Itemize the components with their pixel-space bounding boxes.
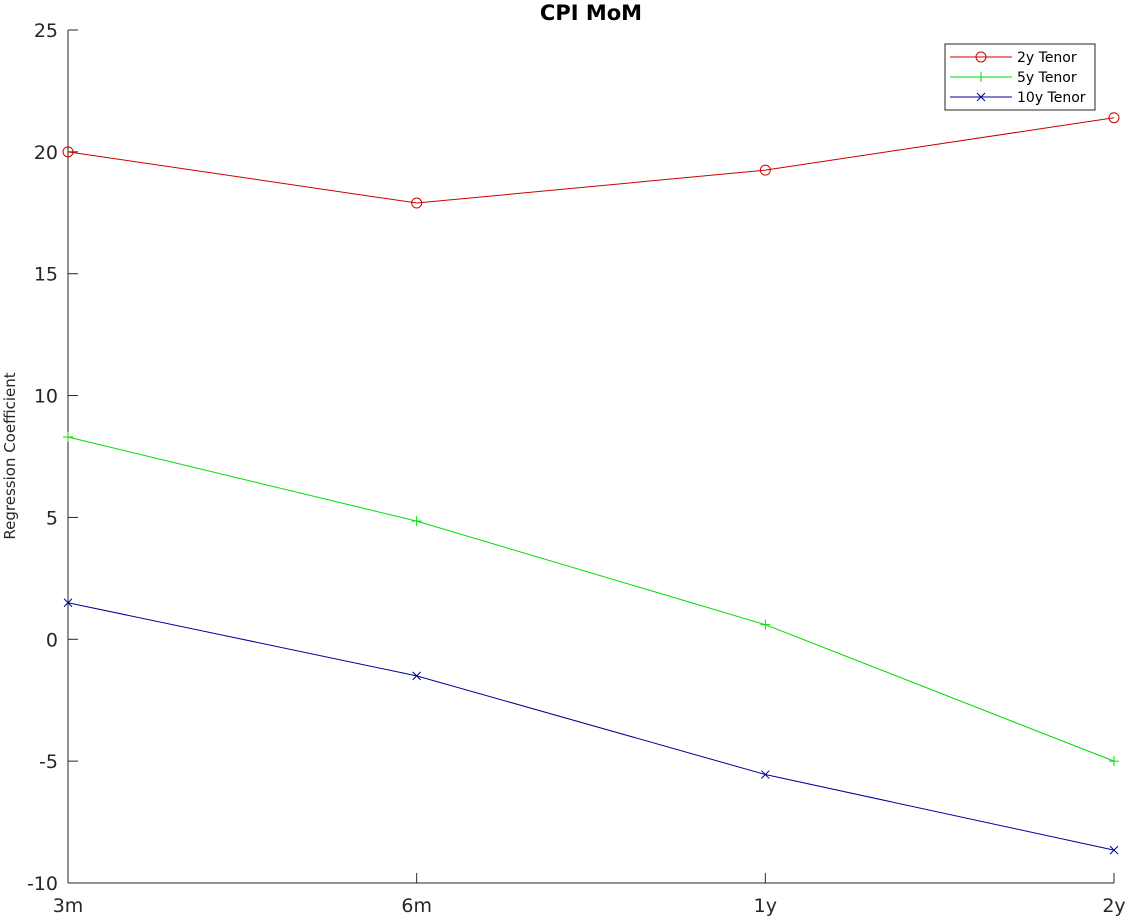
axes: -10 -5 0 5 10 15 20 25 3m 6m 1y 2y bbox=[27, 20, 1126, 917]
x-tick-label: 3m bbox=[53, 895, 84, 917]
series-line-1 bbox=[67, 436, 1115, 762]
data-point-2-2-b bbox=[760, 770, 770, 779]
series-layer bbox=[62, 112, 1120, 855]
series-1 bbox=[63, 432, 1119, 767]
legend: 2y Tenor 5y Tenor 10y Tenor bbox=[944, 43, 1096, 111]
legend-item-2: 10y Tenor bbox=[950, 90, 1086, 106]
chart-title: CPI MoM bbox=[540, 1, 642, 25]
legend-label-2: 10y Tenor bbox=[1017, 90, 1086, 106]
legend-marker-0 bbox=[975, 51, 987, 63]
y-tick-label: 25 bbox=[34, 20, 58, 42]
data-point-2-2 bbox=[760, 770, 770, 779]
legend-label-0: 2y Tenor bbox=[1017, 50, 1077, 66]
y-tick-label: 10 bbox=[34, 386, 58, 408]
data-point-2-3 bbox=[1109, 845, 1119, 855]
data-point-0-3 bbox=[1108, 112, 1120, 124]
legend-box bbox=[944, 43, 1096, 111]
data-point-2-1 bbox=[412, 671, 422, 681]
series-2 bbox=[63, 598, 1119, 855]
data-point-2-3-b bbox=[1109, 845, 1119, 855]
data-point-2-1-b bbox=[412, 671, 422, 681]
x-tick-label: 2y bbox=[1102, 895, 1125, 917]
data-point-0-1 bbox=[411, 197, 423, 209]
data-point-1-2 bbox=[760, 619, 771, 630]
y-tick-label: 0 bbox=[46, 629, 58, 651]
legend-item-0: 2y Tenor bbox=[950, 50, 1077, 66]
y-tick-label: -5 bbox=[39, 751, 58, 773]
legend-marker-2 bbox=[976, 92, 986, 102]
y-tick-label: -10 bbox=[27, 873, 58, 895]
x-tick-label: 6m bbox=[401, 895, 432, 917]
series-line-2 bbox=[67, 602, 1115, 851]
y-tick-label: 5 bbox=[46, 507, 58, 529]
legend-marker-1 bbox=[976, 72, 986, 82]
y-axis-label: Regression Coefficient bbox=[1, 372, 19, 539]
legend-label-1: 5y Tenor bbox=[1017, 70, 1077, 86]
y-tick-label: 15 bbox=[34, 264, 58, 286]
series-line-0 bbox=[67, 117, 1115, 204]
data-point-0-0 bbox=[62, 146, 74, 158]
data-point-1-1 bbox=[411, 516, 422, 527]
data-point-2-0 bbox=[63, 598, 73, 608]
legend-item-1: 5y Tenor bbox=[950, 70, 1077, 86]
data-point-0-2 bbox=[759, 164, 771, 176]
x-tick-label: 1y bbox=[754, 895, 777, 917]
legend-marker-2-b bbox=[976, 92, 986, 102]
data-point-2-0-b bbox=[63, 598, 73, 608]
data-point-1-0 bbox=[63, 432, 73, 443]
data-point-1-3 bbox=[1109, 756, 1119, 767]
y-tick-label: 20 bbox=[34, 142, 58, 164]
series-0 bbox=[62, 112, 1120, 209]
